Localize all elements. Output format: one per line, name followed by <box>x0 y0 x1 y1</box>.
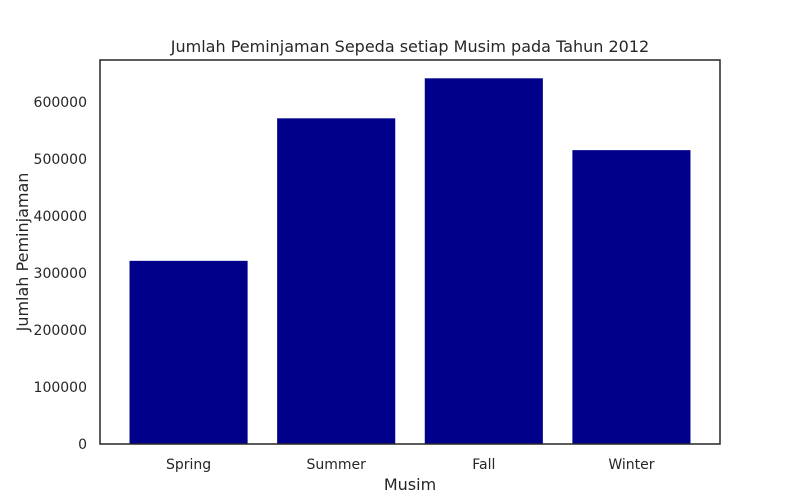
y-tick-label: 400000 <box>34 209 87 225</box>
x-tick-label-fall: Fall <box>472 457 495 473</box>
y-tick-label: 600000 <box>34 95 87 111</box>
y-tick-label: 200000 <box>34 323 87 339</box>
x-ticks-layer: Spring Summer Fall Winter <box>166 457 655 473</box>
chart-title: Jumlah Peminjaman Sepeda setiap Musim pa… <box>170 37 649 56</box>
bar-spring <box>129 260 248 444</box>
bar-summer <box>277 118 396 444</box>
y-ticks-layer: 0 100000 200000 300000 400000 500000 600000 <box>34 95 87 453</box>
x-tick-label-summer: Summer <box>306 457 366 473</box>
x-tick-label-winter: Winter <box>608 457 654 473</box>
y-axis-label: Jumlah Peminjaman <box>13 173 32 333</box>
x-tick-label-spring: Spring <box>166 457 211 473</box>
y-tick-label: 0 <box>78 437 87 453</box>
y-tick-label: 300000 <box>34 266 87 282</box>
bars-layer <box>129 78 691 445</box>
bar-fall <box>424 78 543 445</box>
plot-frame <box>99 59 721 445</box>
x-axis-label: Musim <box>384 475 436 494</box>
y-tick-label: 100000 <box>34 380 87 396</box>
y-tick-label: 500000 <box>34 152 87 168</box>
bar-winter <box>572 150 691 444</box>
